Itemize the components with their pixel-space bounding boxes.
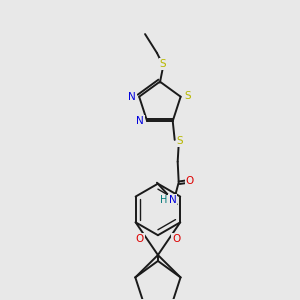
Text: N: N bbox=[169, 195, 177, 205]
Text: N: N bbox=[128, 92, 136, 102]
Text: O: O bbox=[136, 234, 144, 244]
Text: S: S bbox=[160, 59, 166, 69]
Text: S: S bbox=[184, 91, 191, 101]
Text: N: N bbox=[136, 116, 144, 126]
Text: O: O bbox=[172, 234, 180, 244]
Text: H: H bbox=[160, 195, 167, 205]
Text: S: S bbox=[176, 136, 183, 146]
Text: O: O bbox=[185, 176, 194, 185]
